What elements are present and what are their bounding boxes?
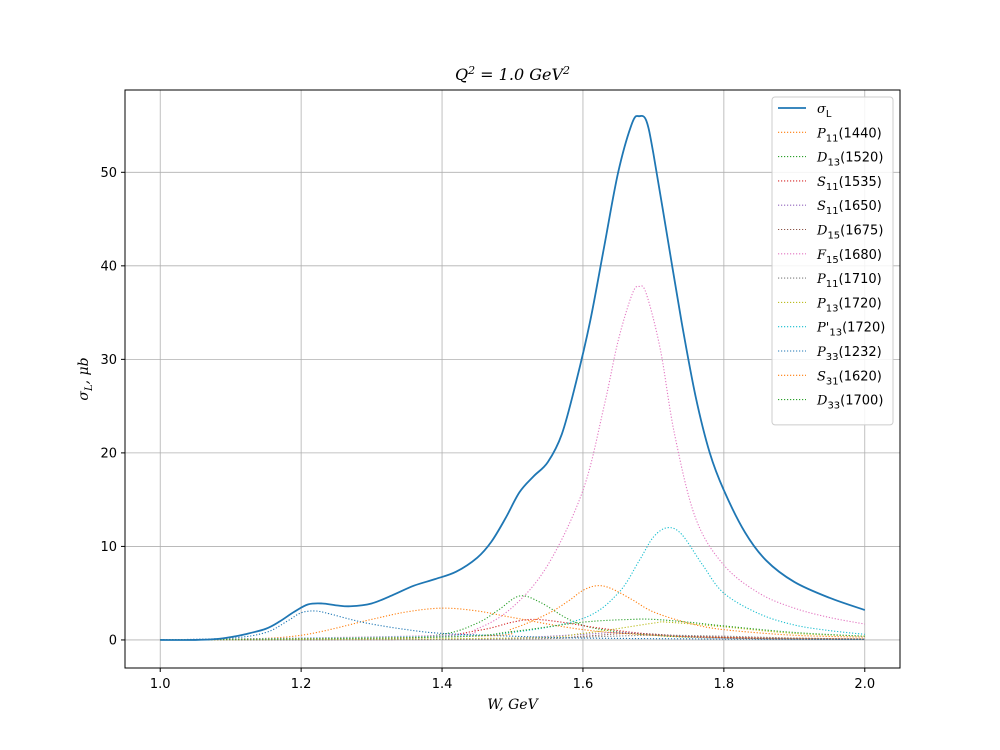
legend-box (771, 96, 894, 426)
y-tick-label: 50 (100, 166, 117, 181)
x-tick-label: 1.8 (714, 677, 735, 692)
legend-label: S11(1535) (817, 175, 882, 193)
x-tick-label: 1.6 (573, 677, 594, 692)
legend-label: σL (817, 102, 832, 120)
series-line-f-15-1680 (160, 285, 865, 641)
series-line-l (160, 114, 866, 641)
plot-frame (124, 89, 901, 669)
series-line-p-11-1440 (160, 607, 865, 641)
series-line-d-33-1700 (160, 618, 865, 641)
legend-label: D13(1520) (816, 151, 883, 169)
ticks: 1.0 1.2 1.4 1.6 1.8 2.0 0 10 20 30 40 50 (100, 166, 875, 692)
legend-label: P13(1720) (816, 296, 882, 314)
legend: σL P11(1440) D13(1520) S11(1535) S11(1650) D1… (771, 96, 894, 426)
chart-title: Q2 = 1.0 GeV2 (455, 64, 570, 84)
legend-label: P11(1440) (816, 126, 882, 144)
y-axis-title: σL, μb (76, 357, 95, 400)
legend-label: P33(1232) (816, 345, 882, 363)
y-tick-label: 30 (100, 353, 117, 368)
y-tick-label: 40 (100, 259, 117, 274)
y-tick-label: 10 (100, 540, 117, 555)
x-axis-title: W, GeV (487, 697, 539, 713)
legend-label: S31(1620) (817, 369, 882, 387)
legend-label: D33(1700) (816, 394, 883, 412)
legend-label: D15(1675) (816, 224, 883, 242)
series-line-p-13-1720 (160, 621, 865, 641)
y-tick-label: 20 (100, 446, 117, 461)
plot-background (125, 90, 900, 668)
legend-label: P'13(1720) (816, 321, 885, 339)
x-tick-label: 2.0 (854, 677, 875, 692)
y-tick-label: 0 (109, 633, 117, 648)
x-tick-label: 1.0 (150, 677, 171, 692)
legend-label: S11(1650) (817, 199, 882, 217)
grid (125, 90, 900, 668)
x-tick-label: 1.4 (432, 677, 453, 692)
legend-label: F15(1680) (816, 248, 882, 266)
series-line-d-13-1520 (160, 595, 865, 641)
curves (160, 114, 866, 641)
x-tick-label: 1.2 (291, 677, 312, 692)
legend-label: P11(1710) (816, 272, 882, 290)
